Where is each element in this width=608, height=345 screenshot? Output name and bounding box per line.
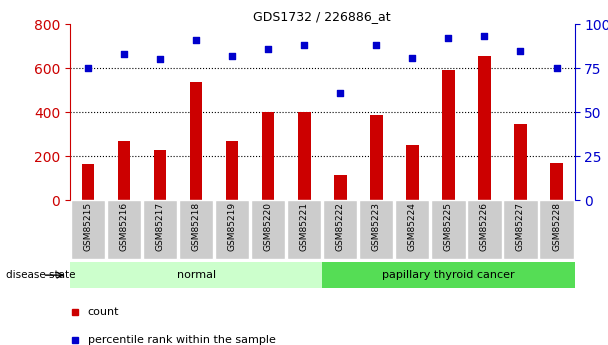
Bar xyxy=(190,82,202,200)
Point xyxy=(119,51,129,57)
FancyBboxPatch shape xyxy=(539,200,574,259)
Text: GSM85222: GSM85222 xyxy=(336,202,345,251)
FancyBboxPatch shape xyxy=(71,200,105,259)
Text: GSM85225: GSM85225 xyxy=(444,202,453,251)
Text: GSM85215: GSM85215 xyxy=(83,202,92,251)
Text: GSM85221: GSM85221 xyxy=(300,202,309,251)
Text: percentile rank within the sample: percentile rank within the sample xyxy=(88,335,275,345)
Point xyxy=(480,34,489,39)
Bar xyxy=(370,116,382,200)
Point xyxy=(83,66,93,71)
FancyBboxPatch shape xyxy=(251,200,285,259)
Text: GSM85224: GSM85224 xyxy=(408,202,417,251)
Text: disease state: disease state xyxy=(6,270,75,280)
Point xyxy=(227,53,237,59)
FancyBboxPatch shape xyxy=(323,200,358,259)
Text: normal: normal xyxy=(176,270,216,280)
Bar xyxy=(262,112,274,200)
Bar xyxy=(226,141,238,200)
Bar xyxy=(334,175,347,200)
Text: GSM85218: GSM85218 xyxy=(192,202,201,251)
FancyBboxPatch shape xyxy=(107,200,141,259)
FancyBboxPatch shape xyxy=(395,200,429,259)
FancyBboxPatch shape xyxy=(179,200,213,259)
Text: GSM85228: GSM85228 xyxy=(552,202,561,251)
Point xyxy=(263,46,273,51)
FancyBboxPatch shape xyxy=(468,200,502,259)
Point xyxy=(443,36,453,41)
Text: GSM85227: GSM85227 xyxy=(516,202,525,251)
Point xyxy=(551,66,561,71)
Text: GSM85226: GSM85226 xyxy=(480,202,489,251)
Text: GSM85220: GSM85220 xyxy=(264,202,272,251)
Text: GSM85217: GSM85217 xyxy=(156,202,165,251)
Point xyxy=(155,57,165,62)
Point xyxy=(516,48,525,53)
Text: GSM85216: GSM85216 xyxy=(120,202,128,251)
Bar xyxy=(81,164,94,200)
Text: GSM85219: GSM85219 xyxy=(227,202,237,251)
Text: count: count xyxy=(88,307,119,317)
Point xyxy=(299,42,309,48)
FancyBboxPatch shape xyxy=(359,200,393,259)
Bar xyxy=(442,70,455,200)
FancyBboxPatch shape xyxy=(143,200,177,259)
Title: GDS1732 / 226886_at: GDS1732 / 226886_at xyxy=(254,10,391,23)
Point xyxy=(371,42,381,48)
Text: GSM85223: GSM85223 xyxy=(372,202,381,251)
Bar xyxy=(406,145,419,200)
Point xyxy=(407,55,417,60)
Point xyxy=(191,37,201,43)
FancyBboxPatch shape xyxy=(287,200,322,259)
FancyBboxPatch shape xyxy=(322,262,575,288)
FancyBboxPatch shape xyxy=(215,200,249,259)
Bar xyxy=(154,149,167,200)
FancyBboxPatch shape xyxy=(431,200,466,259)
Bar xyxy=(298,112,311,200)
FancyBboxPatch shape xyxy=(70,262,322,288)
Bar xyxy=(550,163,563,200)
Point xyxy=(336,90,345,96)
FancyBboxPatch shape xyxy=(503,200,537,259)
Bar xyxy=(514,124,527,200)
Bar xyxy=(478,56,491,200)
Bar xyxy=(118,141,130,200)
Text: papillary thyroid cancer: papillary thyroid cancer xyxy=(382,270,515,280)
